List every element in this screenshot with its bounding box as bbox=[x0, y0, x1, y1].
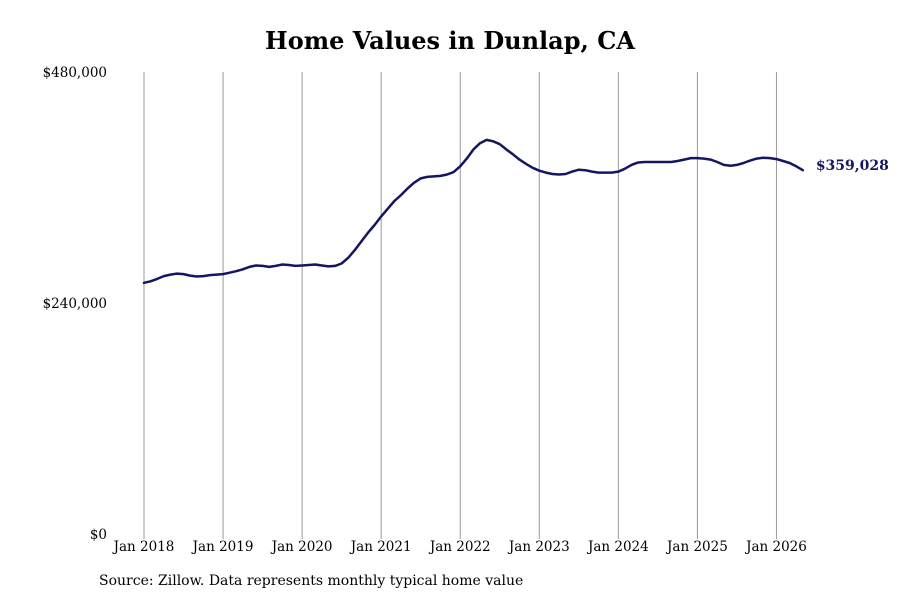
end-value-label: $359,028 bbox=[816, 158, 889, 174]
x-tick-label: Jan 2026 bbox=[744, 539, 807, 555]
y-tick-label: $240,000 bbox=[43, 296, 107, 312]
x-tick-label: Jan 2022 bbox=[428, 539, 491, 555]
x-tick-label: Jan 2024 bbox=[586, 539, 649, 555]
grid-lines bbox=[143, 72, 777, 539]
series-layer bbox=[142, 138, 805, 285]
x-tick-label: Jan 2021 bbox=[349, 539, 412, 555]
x-tick-label: Jan 2019 bbox=[191, 539, 254, 555]
x-tick-label: Jan 2020 bbox=[270, 539, 333, 555]
x-tick-label: Jan 2025 bbox=[665, 539, 728, 555]
series-line bbox=[142, 138, 805, 285]
y-axis-ticks: $0 $240,000 $480,000 bbox=[43, 65, 107, 543]
chart-title: Home Values in Dunlap, CA bbox=[265, 26, 635, 55]
x-tick-label: Jan 2023 bbox=[507, 539, 570, 555]
x-axis-ticks: Jan 2018 Jan 2019 Jan 2020 Jan 2021 Jan 2022… bbox=[112, 539, 807, 555]
y-tick-label: $480,000 bbox=[43, 65, 107, 81]
end-label-layer: $359,028 bbox=[816, 158, 889, 174]
x-tick-label: Jan 2018 bbox=[112, 539, 175, 555]
y-tick-label: $0 bbox=[90, 527, 107, 543]
source-note: Source: Zillow. Data represents monthly … bbox=[99, 573, 524, 589]
